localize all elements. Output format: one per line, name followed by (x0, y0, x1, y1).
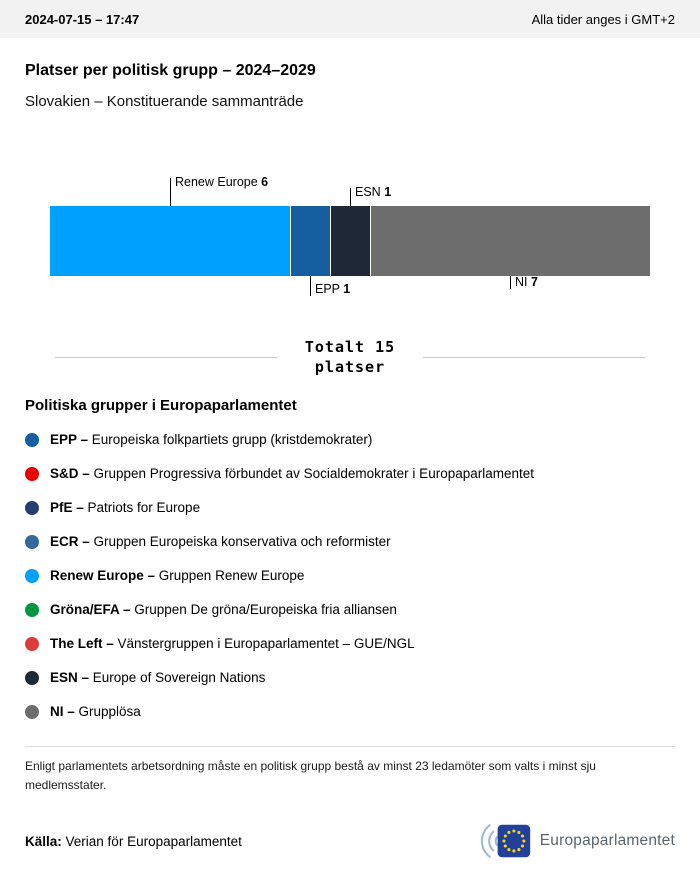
source-label: Källa: (25, 833, 62, 849)
total-seats-row: Totalt 15 platser (55, 337, 645, 377)
ep-logo: Europaparlamentet (456, 822, 675, 860)
ep-logo-wordmark: Europaparlamentet (539, 832, 675, 850)
total-seats-line2: platser (314, 358, 386, 376)
header-bar: 2024-07-15 – 17:47 Alla tider anges i GM… (0, 0, 700, 38)
segment-label: NI 7 (515, 275, 538, 290)
segment-label: EPP 1 (315, 282, 351, 297)
legend-label: EPP – Europeiska folkpartiets grupp (kri… (50, 432, 373, 447)
legend-dot (25, 535, 39, 549)
callout-esn: ESN 1 (350, 185, 392, 206)
legend-list: EPP – Europeiska folkpartiets grupp (kri… (25, 432, 675, 720)
legend-item: The Left – Vänstergruppen i Europaparlam… (25, 636, 675, 652)
eu-stars-icon (502, 829, 526, 853)
tick-line (170, 178, 171, 206)
seats-stacked-bar-chart: Renew Europe 6 EPP 1 ESN 1 NI 7 (50, 166, 650, 311)
legend-heading: Politiska grupper i Europaparlamentet (25, 397, 297, 414)
segment-label: ESN 1 (355, 185, 392, 199)
page-subtitle: Slovakien – Konstituerande sammanträde (25, 93, 304, 110)
bar-segment-ni[interactable] (370, 206, 650, 276)
footnote: Enligt parlamentets arbetsordning måste … (25, 759, 596, 792)
main-content: Platser per politisk grupp – 2024–2029 S… (0, 62, 700, 860)
legend-dot (25, 433, 39, 447)
legend-item: ECR – Gruppen Europeiska konservativa oc… (25, 534, 675, 550)
legend-dot (25, 467, 39, 481)
total-seats-line1: Totalt 15 (304, 338, 396, 356)
page-title: Platser per politisk grupp – 2024–2029 (25, 62, 316, 79)
legend-dot (25, 637, 39, 651)
eu-flag-icon (497, 824, 530, 858)
tick-line (310, 276, 311, 296)
divider-right (423, 356, 645, 358)
hemicycle-icon (480, 824, 499, 859)
legend-item: NI – Grupplösa (25, 704, 675, 720)
footnote-divider (25, 746, 675, 747)
timezone-note: Alla tider anges i GMT+2 (531, 11, 675, 27)
legend-label: Gröna/EFA – Gruppen De gröna/Europeiska … (50, 602, 397, 617)
legend-dot (25, 501, 39, 515)
legend-label: The Left – Vänstergruppen i Europaparlam… (50, 636, 415, 651)
legend-label: PfE – Patriots for Europe (50, 500, 201, 515)
legend-label: ECR – Gruppen Europeiska konservativa oc… (50, 534, 391, 549)
bar-segment-epp[interactable] (290, 206, 330, 276)
callout-epp: EPP 1 (310, 276, 350, 296)
bar-segment-esn[interactable] (330, 206, 370, 276)
legend-item: EPP – Europeiska folkpartiets grupp (kri… (25, 432, 675, 448)
total-seats-label: Totalt 15 platser (305, 337, 395, 377)
callout-ni: NI 7 (510, 275, 538, 290)
stacked-bar (50, 206, 650, 276)
legend-dot (25, 671, 39, 685)
legend-label: NI – Grupplösa (50, 704, 141, 719)
footer: Källa: Verian för Europaparlamentet (25, 822, 675, 860)
ep-logo-graphic (480, 824, 530, 859)
divider-left (55, 356, 277, 358)
datetime-label: 2024-07-15 – 17:47 (25, 11, 140, 27)
tick-line (350, 188, 351, 206)
tick-line (510, 276, 511, 289)
legend-item: ESN – Europe of Sovereign Nations (25, 670, 675, 686)
legend-item: Renew Europe – Gruppen Renew Europe (25, 568, 675, 584)
legend-dot (25, 569, 39, 583)
legend-item: PfE – Patriots for Europe (25, 500, 675, 516)
legend-label: S&D – Gruppen Progressiva förbundet av S… (50, 466, 535, 481)
source-text: Verian för Europaparlamentet (65, 833, 242, 849)
legend-dot (25, 705, 39, 719)
callout-renew-europe: Renew Europe 6 (170, 175, 269, 206)
legend-label: ESN – Europe of Sovereign Nations (50, 670, 266, 685)
segment-label: Renew Europe 6 (175, 175, 269, 189)
legend-item: Gröna/EFA – Gruppen De gröna/Europeiska … (25, 602, 675, 618)
legend-item: S&D – Gruppen Progressiva förbundet av S… (25, 466, 675, 482)
legend-dot (25, 603, 39, 617)
source-line: Källa: Verian för Europaparlamentet (25, 834, 242, 849)
legend-label: Renew Europe – Gruppen Renew Europe (50, 568, 305, 583)
bar-segment-renew-europe[interactable] (50, 206, 290, 276)
